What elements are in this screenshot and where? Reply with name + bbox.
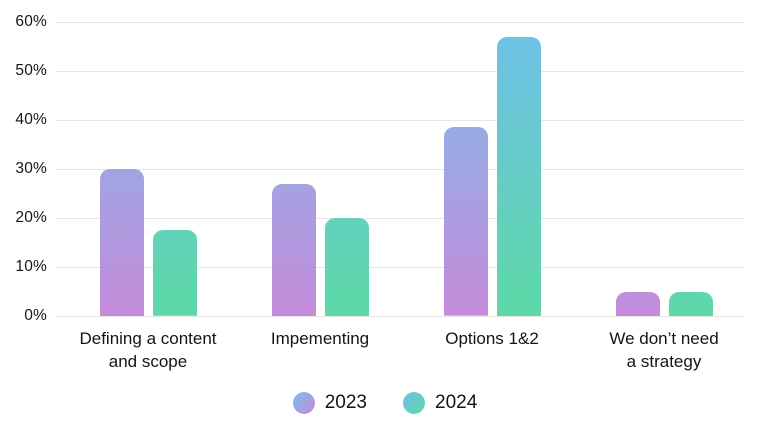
legend-label-2023: 2023 <box>324 392 367 413</box>
bar-2023 <box>443 127 488 316</box>
plot-area: Defining a content and scope Impementing Op… <box>62 22 750 371</box>
bar-2023 <box>99 169 144 316</box>
y-tick-label-50: 50% <box>15 62 47 79</box>
bar-2023 <box>271 183 316 316</box>
y-tick-label-30: 30% <box>15 160 47 177</box>
gridline-60 <box>56 22 744 23</box>
category-group: Options 1&2 <box>406 22 578 348</box>
gridline-10 <box>56 267 744 268</box>
bar-2024 <box>324 218 369 316</box>
y-tick-label-40: 40% <box>15 111 47 128</box>
category-label: Options 1&2 <box>445 329 539 348</box>
gridline-20 <box>56 218 744 219</box>
y-tick-label-20: 20% <box>15 209 47 226</box>
legend-swatch-2024-icon <box>403 392 425 414</box>
y-tick-label-10: 10% <box>15 258 47 275</box>
bar-2023 <box>615 291 660 316</box>
category-group: Defining a content and scope <box>62 22 234 371</box>
bar-2024 <box>496 36 541 316</box>
category-label: Impementing <box>270 329 370 348</box>
legend: 2023 2024 <box>0 392 770 414</box>
category-label: We don’t need a strategy <box>609 329 719 372</box>
gridline-30 <box>56 169 744 170</box>
gridline-0 <box>56 316 744 317</box>
gridline-40 <box>56 120 744 121</box>
legend-item-2024: 2024 <box>403 392 477 414</box>
bar-2024 <box>152 230 197 316</box>
y-tick-label-60: 60% <box>15 13 47 30</box>
category-label: Defining a content and scope <box>79 329 217 372</box>
legend-swatch-2023-icon <box>292 392 315 414</box>
category-group: Impementing <box>234 22 406 348</box>
gridline-50 <box>56 71 744 72</box>
legend-item-2023: 2023 <box>292 392 367 414</box>
category-group: We don’t need a strategy <box>578 22 750 371</box>
bar-2024 <box>668 291 713 316</box>
legend-label-2024: 2024 <box>435 392 478 413</box>
y-tick-label-0: 0% <box>24 307 47 324</box>
